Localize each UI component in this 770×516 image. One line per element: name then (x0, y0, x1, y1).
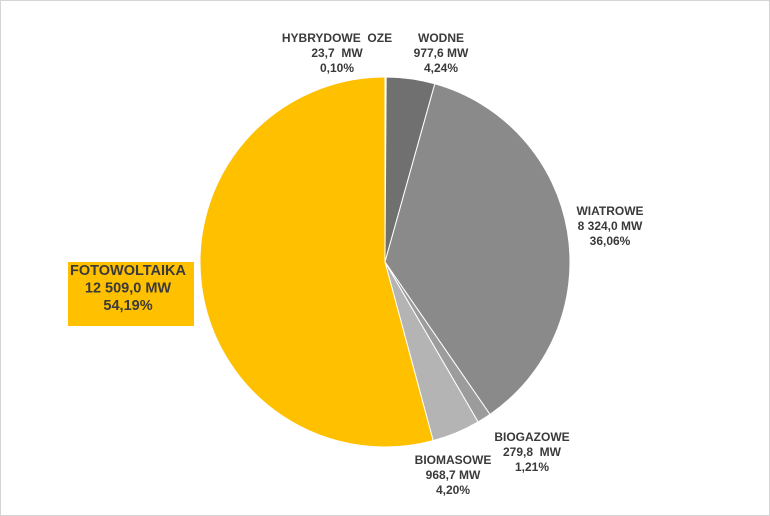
data-label-wiatrowe-name: WIATROWE (576, 204, 643, 218)
data-label-wiatrowe-value-label: 8 324,0 MW (578, 219, 643, 233)
data-label-wiatrowe-percent-label: 36,06% (590, 234, 631, 248)
pie-slice-fotowoltaika (199, 76, 434, 448)
highlight-label-box (68, 262, 194, 326)
data-label-hybrydowe-oze-value-label: 23,7 MW (311, 46, 363, 60)
data-label-fotowoltaika-value-label: 12 509,0 MW (85, 281, 172, 297)
data-label-biomasowe-value-label: 968,7 MW (426, 468, 481, 482)
data-label-biogazowe-percent-label: 1,21% (515, 460, 549, 474)
data-label-fotowoltaika-percent-label: 54,19% (103, 298, 152, 314)
data-label-biomasowe-name: BIOMASOWE (415, 453, 492, 467)
pie-slices (199, 76, 571, 448)
data-label-wodne-value-label: 977,6 MW (414, 46, 469, 60)
data-label-biogazowe-name: BIOGAZOWE (494, 430, 569, 444)
data-label-biomasowe-percent-label: 4,20% (436, 483, 470, 497)
data-label-wodne-name: WODNE (418, 31, 464, 45)
data-label-biogazowe-value-label: 279,8 MW (503, 445, 562, 459)
data-label-fotowoltaika-name: FOTOWOLTAIKA (70, 263, 187, 279)
data-label-wodne-percent-label: 4,24% (424, 61, 458, 75)
data-label-hybrydowe-oze-percent-label: 0,10% (320, 61, 354, 75)
pie-slice-wiatrowe (384, 83, 571, 416)
data-label-hybrydowe-oze-name: HYBRYDOWE OZE (282, 31, 392, 45)
